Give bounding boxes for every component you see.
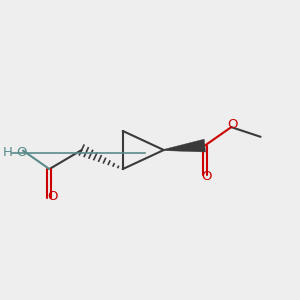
Polygon shape (164, 139, 206, 152)
Text: O: O (227, 118, 238, 131)
Text: O: O (48, 190, 58, 203)
Text: H: H (3, 146, 13, 159)
Text: O: O (201, 170, 211, 183)
Text: O: O (16, 146, 27, 159)
